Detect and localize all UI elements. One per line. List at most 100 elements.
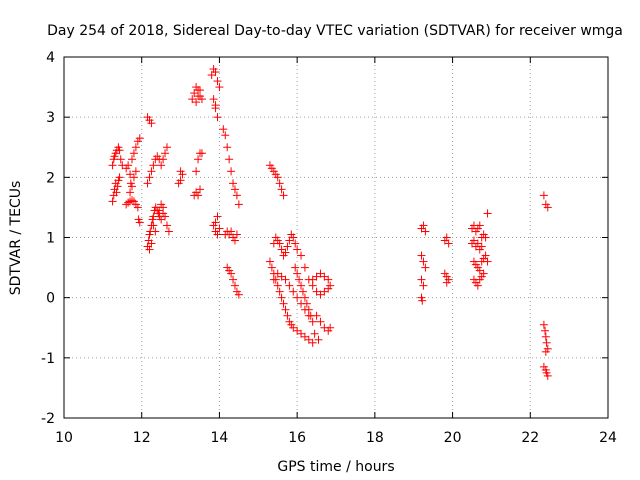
data-point — [234, 200, 243, 209]
data-point — [215, 83, 224, 92]
data-point — [112, 188, 121, 197]
data-point — [291, 239, 300, 248]
y-tick-label: 3 — [46, 110, 55, 126]
data-point — [194, 191, 203, 200]
data-point — [221, 131, 230, 140]
x-axis-label: GPS time / hours — [277, 459, 394, 475]
data-point — [192, 167, 201, 176]
data-point — [477, 242, 486, 251]
data-point — [211, 101, 220, 110]
data-point — [227, 269, 236, 278]
data-point — [273, 281, 282, 290]
data-point — [279, 191, 288, 200]
data-point — [126, 188, 135, 197]
data-point — [232, 230, 241, 239]
y-tick-label: -1 — [41, 351, 55, 367]
data-point — [543, 371, 552, 380]
x-tick-label: 16 — [288, 430, 306, 446]
data-point — [197, 149, 206, 158]
data-point — [149, 221, 158, 230]
data-point — [300, 263, 309, 272]
y-tick-label: -2 — [41, 411, 55, 427]
x-tick-label: 12 — [133, 430, 151, 446]
data-point — [326, 281, 335, 290]
data-point — [417, 275, 426, 284]
data-point — [162, 143, 171, 152]
data-point — [149, 161, 158, 170]
data-point — [316, 317, 325, 326]
data-point — [115, 173, 124, 182]
data-point — [541, 347, 550, 356]
data-point — [442, 233, 451, 242]
data-point — [442, 278, 451, 287]
data-point — [145, 173, 154, 182]
data-point — [161, 212, 170, 221]
data-point — [289, 287, 298, 296]
data-point — [279, 299, 288, 308]
data-point — [541, 326, 550, 335]
data-point — [211, 218, 220, 227]
data-point — [113, 182, 122, 191]
data-point — [542, 338, 551, 347]
data-point — [419, 221, 428, 230]
data-point — [131, 143, 140, 152]
data-point — [159, 155, 168, 164]
data-point — [298, 287, 307, 296]
data-point — [281, 248, 290, 257]
data-point — [227, 167, 236, 176]
data-point — [479, 269, 488, 278]
data-point — [129, 173, 138, 182]
data-point — [147, 119, 156, 128]
x-tick-label: 20 — [444, 430, 462, 446]
data-point — [194, 92, 203, 101]
x-tick-label: 10 — [55, 430, 73, 446]
data-point — [124, 161, 133, 170]
data-point — [229, 179, 238, 188]
data-point — [161, 149, 170, 158]
data-point — [300, 293, 309, 302]
data-point — [483, 209, 492, 218]
data-point — [192, 98, 201, 107]
grid-lines — [64, 57, 608, 418]
data-point — [310, 329, 319, 338]
data-point — [473, 281, 482, 290]
data-point — [275, 287, 284, 296]
data-point — [151, 227, 160, 236]
data-point — [324, 275, 333, 284]
data-point — [481, 251, 490, 260]
data-point — [277, 185, 286, 194]
data-points — [108, 65, 552, 380]
data-point — [209, 95, 218, 104]
data-point — [281, 275, 290, 284]
data-point — [289, 233, 298, 242]
data-point — [326, 323, 335, 332]
data-point — [229, 275, 238, 284]
data-point — [234, 290, 243, 299]
data-point — [475, 221, 484, 230]
x-tick-label: 18 — [366, 430, 384, 446]
data-point — [293, 293, 302, 302]
data-point — [223, 143, 232, 152]
data-point — [147, 167, 156, 176]
data-point — [215, 224, 224, 233]
data-point — [308, 317, 317, 326]
data-point — [213, 113, 222, 122]
data-point — [273, 173, 282, 182]
data-point — [417, 251, 426, 260]
data-point — [302, 299, 311, 308]
data-point — [135, 218, 144, 227]
data-point — [147, 239, 156, 248]
y-tick-label: 4 — [46, 50, 55, 66]
data-point — [162, 221, 171, 230]
data-point — [421, 227, 430, 236]
data-point — [481, 233, 490, 242]
data-point — [304, 305, 313, 314]
data-point — [421, 263, 430, 272]
data-point — [418, 296, 427, 305]
plot-frame — [63, 56, 609, 419]
data-point — [176, 176, 185, 185]
data-point — [128, 196, 136, 205]
data-point — [283, 311, 292, 320]
data-point — [128, 155, 136, 164]
